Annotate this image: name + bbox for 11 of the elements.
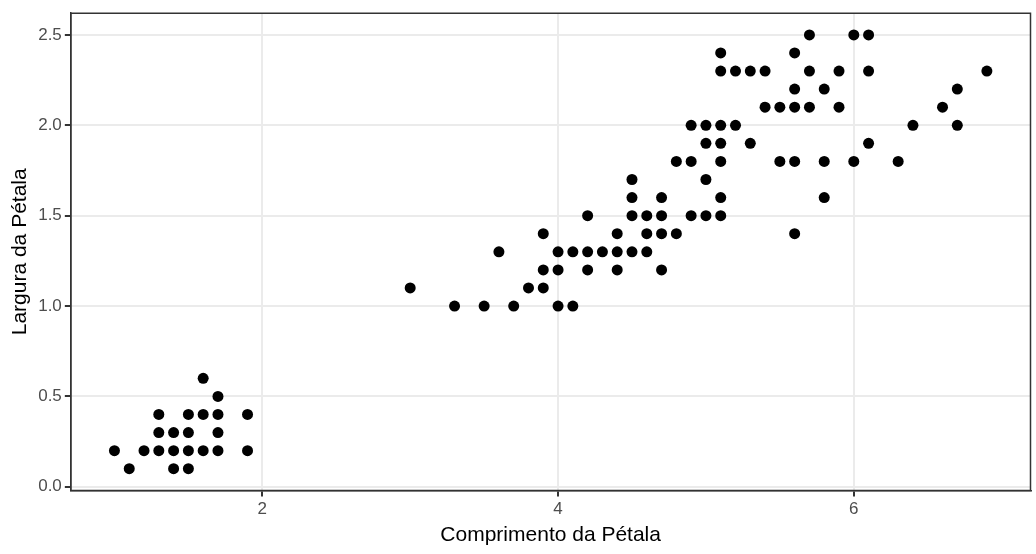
y-tick-label: 0.0 [38, 476, 62, 496]
x-tick-label: 6 [849, 499, 859, 519]
x-tick-label: 4 [553, 499, 563, 519]
y-tick-label: 1.5 [38, 205, 62, 225]
y-tick-label: 2.0 [38, 114, 62, 134]
x-axis-title: Comprimento da Pétala [440, 522, 662, 546]
y-axis-title: Largura da Pétala [7, 168, 31, 336]
x-tick-label: 2 [257, 499, 268, 519]
y-tick-label: 1.0 [38, 295, 62, 315]
y-tick-label: 0.5 [38, 386, 62, 406]
y-tick-label: 2.5 [38, 24, 62, 44]
